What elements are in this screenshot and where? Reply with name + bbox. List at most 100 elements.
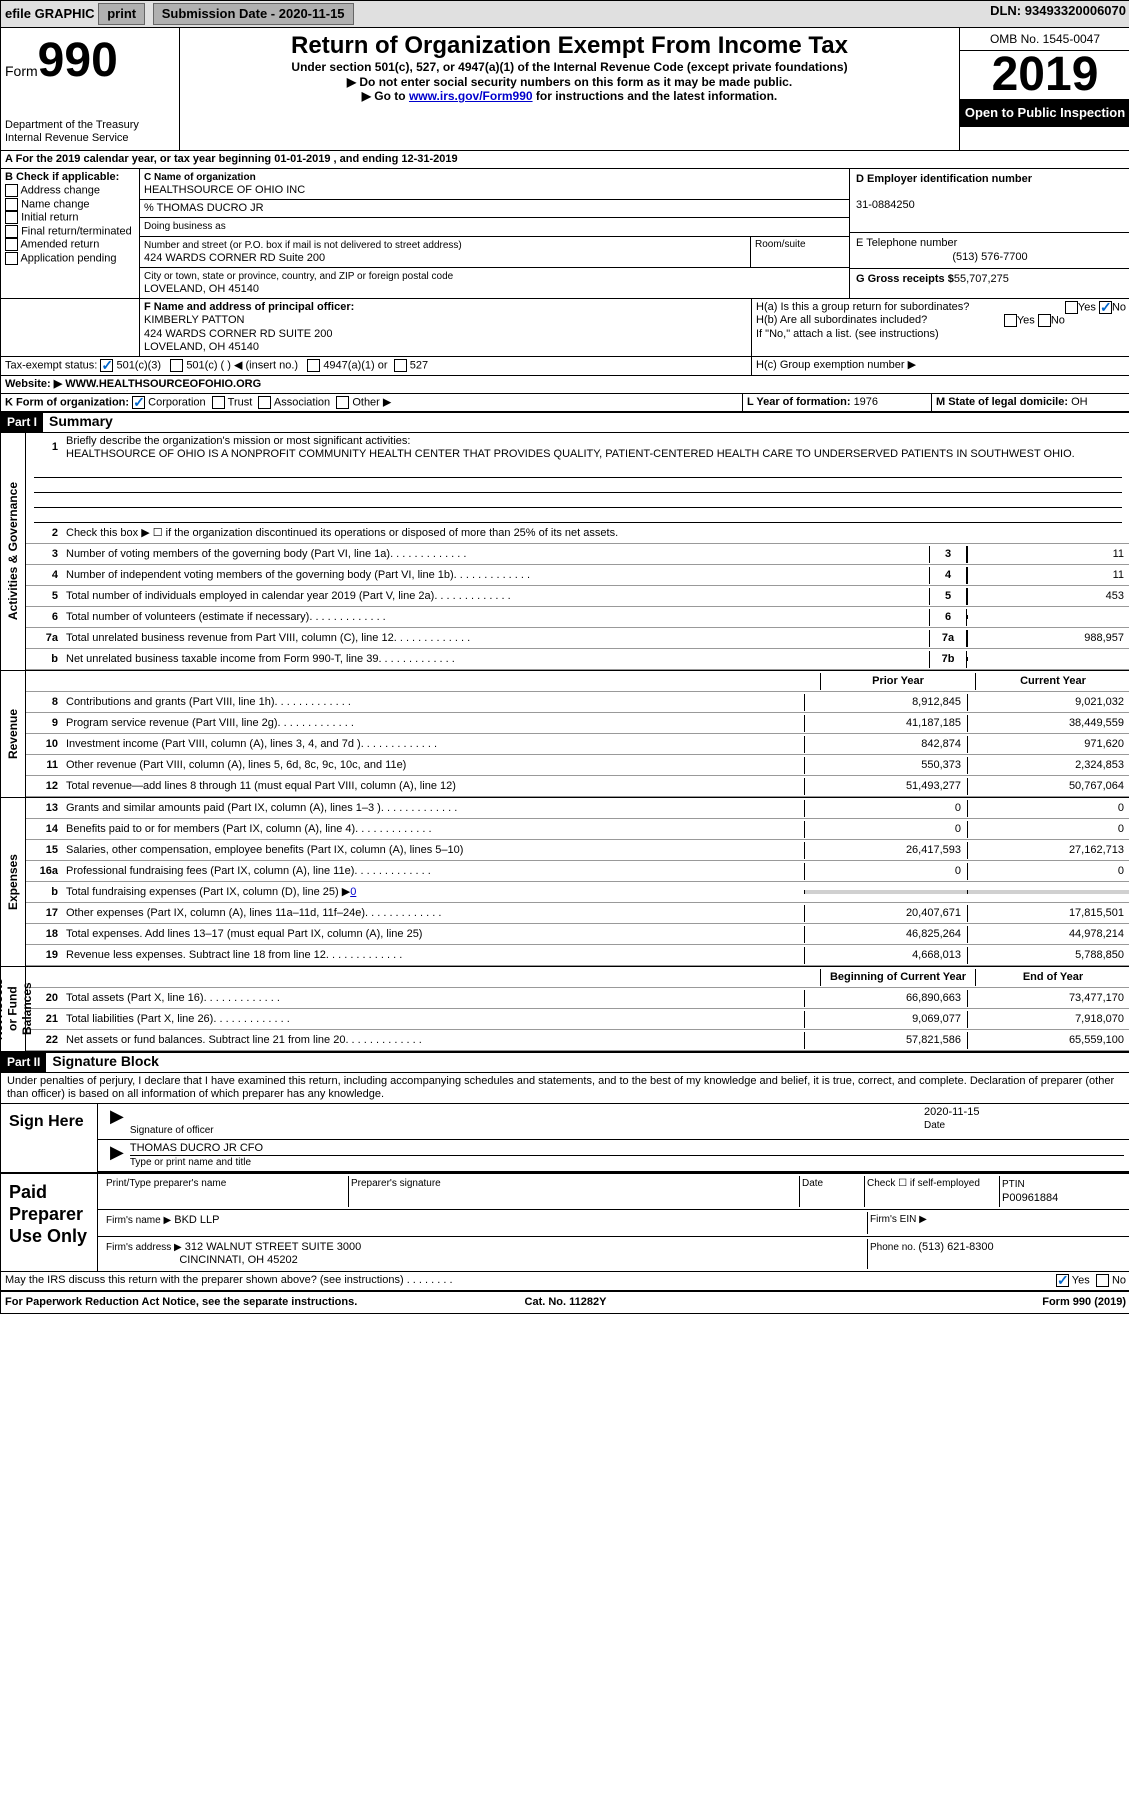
gross-receipts-value: 55,707,275: [954, 273, 1009, 285]
dept-irs: Internal Revenue Service: [5, 132, 175, 145]
phone-value: (513) 576-7700: [856, 251, 1124, 264]
officer-label: F Name and address of principal officer:: [144, 301, 354, 313]
firm-addr1: 312 WALNUT STREET SUITE 3000: [185, 1241, 361, 1253]
footer-catno: Cat. No. 11282Y: [379, 1296, 753, 1309]
chk-other[interactable]: [336, 396, 349, 409]
fundraising-link[interactable]: 0: [350, 886, 356, 898]
perjury-declaration: Under penalties of perjury, I declare th…: [1, 1073, 1129, 1104]
chk-4947[interactable]: [307, 359, 320, 372]
side-revenue: Revenue: [4, 705, 22, 763]
arrow-icon: ▶: [104, 1142, 130, 1169]
year-formation: 1976: [854, 396, 878, 408]
line-16a: Professional fundraising fees (Part IX, …: [62, 863, 804, 880]
discuss-no[interactable]: [1096, 1274, 1109, 1287]
line-6: Total number of volunteers (estimate if …: [62, 609, 929, 626]
open-public-badge: Open to Public Inspection: [960, 99, 1129, 127]
firm-phone-label: Phone no.: [870, 1242, 918, 1253]
chk-527[interactable]: [394, 359, 407, 372]
sign-date: 2020-11-15: [924, 1106, 1124, 1119]
subtitle-1: Under section 501(c), 527, or 4947(a)(1)…: [184, 60, 955, 74]
form-number: 990: [38, 34, 118, 87]
line-4-value: 11: [967, 567, 1129, 584]
subtitle-3: Go to www.irs.gov/Form990 for instructio…: [184, 89, 955, 103]
line-7a: Total unrelated business revenue from Pa…: [62, 630, 929, 647]
line-10: Investment income (Part VIII, column (A)…: [62, 736, 804, 753]
ptin-label: PTIN: [1002, 1179, 1025, 1190]
line-16b: Total fundraising expenses (Part IX, col…: [62, 884, 804, 901]
discuss-yes[interactable]: [1056, 1274, 1069, 1287]
line-17: Other expenses (Part IX, column (A), lin…: [62, 905, 804, 922]
line-20: Total assets (Part X, line 16): [62, 990, 804, 1007]
ptin-value: P00961884: [1002, 1192, 1058, 1204]
hdr-prior-year: Prior Year: [820, 673, 975, 690]
line-14: Benefits paid to or for members (Part IX…: [62, 821, 804, 838]
year-formation-label: L Year of formation:: [747, 396, 854, 408]
chk-association[interactable]: [258, 396, 271, 409]
dba-label: Doing business as: [144, 221, 226, 232]
preparer-date-label: Date: [800, 1176, 865, 1206]
firm-name: BKD LLP: [174, 1214, 219, 1226]
paid-preparer-label: Paid Preparer Use Only: [1, 1174, 98, 1271]
side-governance: Activities & Governance: [4, 478, 22, 624]
line-8: Contributions and grants (Part VIII, lin…: [62, 694, 804, 711]
chk-amended[interactable]: Amended return: [5, 238, 135, 252]
firm-ein-label: Firm's EIN ▶: [867, 1212, 1124, 1234]
chk-address-change[interactable]: Address change: [5, 184, 135, 198]
print-button[interactable]: print: [98, 3, 145, 25]
line-7b-value: [967, 657, 1129, 661]
phone-label: E Telephone number: [856, 237, 957, 249]
chk-name-change[interactable]: Name change: [5, 198, 135, 212]
street-address: 424 WARDS CORNER RD Suite 200: [144, 252, 325, 264]
efile-label: efile GRAPHIC: [5, 6, 95, 21]
hdr-beginning-year: Beginning of Current Year: [820, 969, 975, 986]
tax-exempt-label: Tax-exempt status:: [5, 359, 97, 371]
mission-label: Briefly describe the organization's miss…: [66, 435, 410, 447]
footer-right: Form 990 (2019): [752, 1296, 1126, 1309]
line-3: Number of voting members of the governin…: [62, 546, 929, 563]
period-line: A For the 2019 calendar year, or tax yea…: [1, 151, 1129, 168]
chk-501c[interactable]: [170, 359, 183, 372]
side-expenses: Expenses: [4, 850, 22, 914]
line-3-value: 11: [967, 546, 1129, 563]
chk-trust[interactable]: [212, 396, 225, 409]
chk-initial-return[interactable]: Initial return: [5, 211, 135, 225]
h-b-note: If "No," attach a list. (see instruction…: [756, 328, 1126, 341]
line-9: Program service revenue (Part VIII, line…: [62, 715, 804, 732]
addr-label: Number and street (or P.O. box if mail i…: [144, 240, 462, 251]
page-footer: For Paperwork Reduction Act Notice, see …: [1, 1291, 1129, 1313]
self-employed-check[interactable]: Check ☐ if self-employed: [865, 1176, 1000, 1206]
mission-text: HEALTHSOURCE OF OHIO IS A NONPROFIT COMM…: [66, 448, 1075, 460]
officer-name: KIMBERLY PATTON: [144, 314, 244, 326]
line-5: Total number of individuals employed in …: [62, 588, 929, 605]
date-label: Date: [924, 1120, 945, 1131]
form990-link[interactable]: www.irs.gov/Form990: [409, 89, 533, 103]
officer-addr1: 424 WARDS CORNER RD SUITE 200: [144, 328, 332, 340]
line-22: Net assets or fund balances. Subtract li…: [62, 1032, 804, 1049]
chk-app-pending[interactable]: Application pending: [5, 252, 135, 266]
h-b: H(b) Are all subordinates included? Yes …: [756, 314, 1126, 327]
form-word: Form: [5, 63, 38, 79]
chk-501c3[interactable]: [100, 359, 113, 372]
line-21: Total liabilities (Part X, line 26): [62, 1011, 804, 1028]
part2-header: Part II: [1, 1053, 46, 1071]
line-7b: Net unrelated business taxable income fr…: [62, 651, 929, 668]
box-b-title: B Check if applicable:: [5, 171, 135, 184]
line-18: Total expenses. Add lines 13–17 (must eq…: [62, 926, 804, 943]
line-12: Total revenue—add lines 8 through 11 (mu…: [62, 778, 804, 795]
discuss-question: May the IRS discuss this return with the…: [5, 1274, 404, 1286]
ein-label: D Employer identification number: [856, 173, 1032, 185]
officer-addr2: LOVELAND, OH 45140: [144, 341, 259, 353]
website-url: WWW.HEALTHSOURCEOFOHIO.ORG: [65, 378, 261, 390]
org-name: HEALTHSOURCE OF OHIO INC: [144, 184, 305, 196]
city-label: City or town, state or province, country…: [144, 271, 453, 282]
chk-corporation[interactable]: [132, 396, 145, 409]
footer-left: For Paperwork Reduction Act Notice, see …: [5, 1296, 379, 1309]
domicile-label: M State of legal domicile:: [936, 396, 1071, 408]
arrow-icon: ▶: [104, 1106, 130, 1137]
form-org-label: K Form of organization:: [5, 396, 129, 408]
ein-value: 31-0884250: [856, 199, 915, 211]
chk-final-return[interactable]: Final return/terminated: [5, 225, 135, 239]
city-state-zip: LOVELAND, OH 45140: [144, 283, 259, 295]
submission-date-button[interactable]: Submission Date - 2020-11-15: [153, 3, 354, 25]
print-name-label: Type or print name and title: [130, 1157, 251, 1168]
